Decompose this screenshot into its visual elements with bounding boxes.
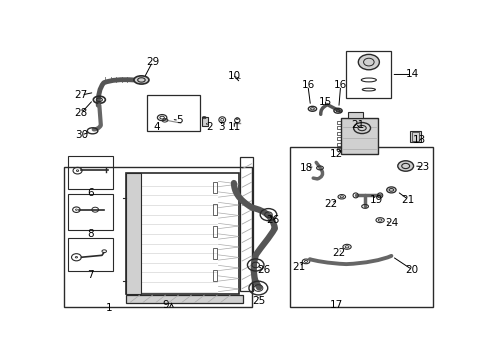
Text: 7: 7 <box>87 270 94 280</box>
Text: 21: 21 <box>292 262 305 272</box>
Text: 10: 10 <box>227 71 241 81</box>
Text: 19: 19 <box>369 195 382 205</box>
Text: 26: 26 <box>266 215 279 225</box>
Bar <box>336 143 341 146</box>
Text: 29: 29 <box>146 57 159 67</box>
Bar <box>336 137 341 140</box>
Text: 25: 25 <box>252 296 265 306</box>
Text: 13: 13 <box>412 135 425 145</box>
Text: 18: 18 <box>300 163 313 173</box>
Bar <box>212 182 217 193</box>
Bar <box>289 147 432 307</box>
Text: 5: 5 <box>175 115 182 125</box>
Bar <box>336 148 341 151</box>
Bar <box>336 126 341 130</box>
Text: 8: 8 <box>87 229 94 239</box>
Bar <box>212 203 217 215</box>
Text: 1: 1 <box>106 303 113 313</box>
Bar <box>68 238 113 271</box>
Text: 16: 16 <box>333 80 347 90</box>
Bar <box>340 119 378 154</box>
Ellipse shape <box>134 76 149 84</box>
Bar <box>212 270 217 281</box>
Text: 12: 12 <box>330 149 343 159</box>
Bar <box>336 121 341 124</box>
Bar <box>411 132 418 141</box>
Circle shape <box>358 54 378 70</box>
Bar <box>201 117 208 126</box>
Bar <box>64 166 252 307</box>
Text: 23: 23 <box>416 161 429 172</box>
Text: 24: 24 <box>384 218 397 228</box>
Text: 30: 30 <box>75 130 88 140</box>
Bar <box>216 174 239 295</box>
Text: 21: 21 <box>350 120 363 130</box>
Bar <box>147 95 199 131</box>
Text: 26: 26 <box>257 265 270 275</box>
Bar <box>68 156 113 188</box>
Text: 6: 6 <box>87 188 94 198</box>
Bar <box>68 194 113 230</box>
Bar <box>126 174 239 295</box>
Bar <box>212 226 217 237</box>
Text: 16: 16 <box>301 80 314 90</box>
Bar <box>126 295 242 303</box>
Bar <box>336 132 341 135</box>
Ellipse shape <box>353 122 370 134</box>
Text: 22: 22 <box>332 248 345 258</box>
Bar <box>409 131 420 142</box>
Ellipse shape <box>386 187 395 193</box>
Text: 4: 4 <box>153 122 159 132</box>
Text: 15: 15 <box>318 97 332 107</box>
Text: 3: 3 <box>218 122 225 132</box>
Text: 28: 28 <box>75 108 88 118</box>
Bar <box>348 111 363 119</box>
Text: 21: 21 <box>401 195 414 205</box>
Bar <box>346 51 391 98</box>
Ellipse shape <box>397 161 413 171</box>
Bar <box>240 157 253 291</box>
Bar <box>212 248 217 258</box>
Text: 17: 17 <box>330 300 343 310</box>
Text: 20: 20 <box>405 265 418 275</box>
Text: 11: 11 <box>227 122 241 132</box>
Text: 14: 14 <box>405 70 418 80</box>
Text: 27: 27 <box>75 90 88 100</box>
Text: 2: 2 <box>205 122 212 132</box>
Text: 9: 9 <box>162 300 169 310</box>
Text: 22: 22 <box>324 198 337 208</box>
Bar <box>126 174 141 295</box>
